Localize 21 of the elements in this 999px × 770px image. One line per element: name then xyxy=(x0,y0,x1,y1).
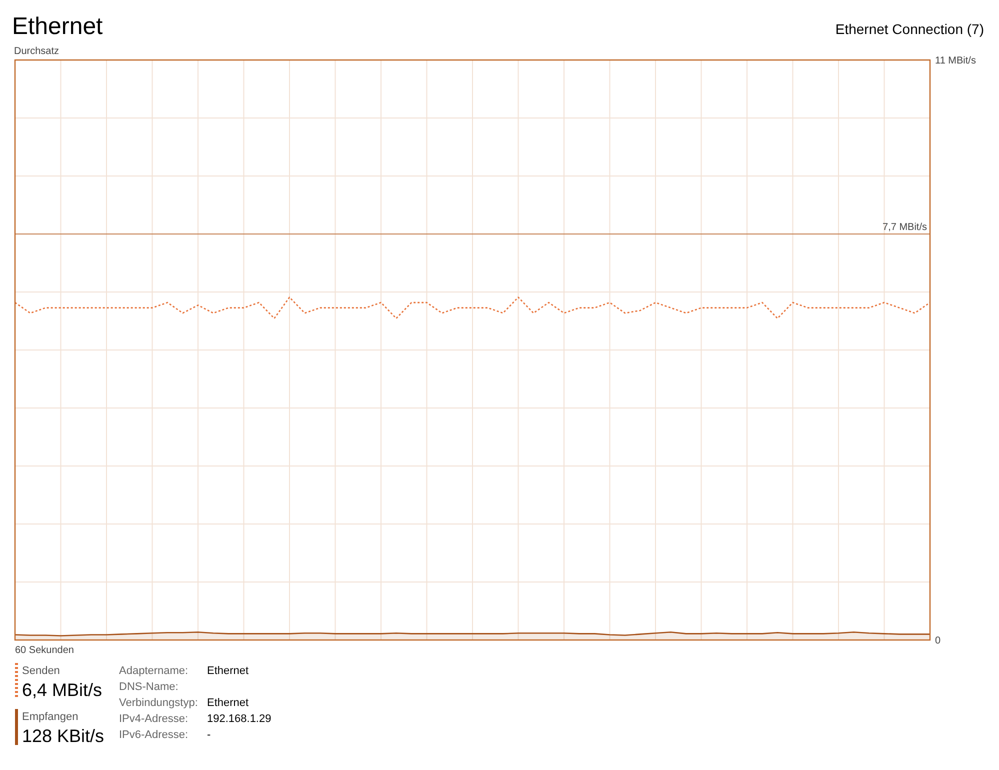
text: IPv4-Adresse: xyxy=(119,713,188,725)
text: - xyxy=(207,729,211,741)
text: IPv6-Adresse: xyxy=(119,729,188,741)
x-axis-title: 60 Sekunden xyxy=(15,645,74,656)
text: 128 KBit/s xyxy=(22,726,104,746)
text: 6,4 MBit/s xyxy=(22,680,102,700)
text: Verbindungstyp: xyxy=(119,697,198,709)
text: 192.168.1.29 xyxy=(207,713,272,725)
text: Ethernet xyxy=(207,665,249,677)
line-series xyxy=(14,296,931,320)
ref-line-label: 7,7 MBit/s xyxy=(882,222,927,233)
text: DNS-Name: xyxy=(119,681,178,693)
chart-subtitle: Ethernet Connection (7) xyxy=(835,21,984,37)
chart-title: Ethernet xyxy=(12,13,104,40)
y-axis-title: Durchsatz xyxy=(14,46,60,57)
legend-label: Empfangen xyxy=(22,711,78,723)
y-tick-label: 11 MBit/s xyxy=(935,56,976,66)
y-tick-label: 0 xyxy=(935,636,941,646)
legend-label: Senden xyxy=(22,665,60,677)
text: Adaptername: xyxy=(119,665,188,677)
text: Ethernet xyxy=(207,697,249,709)
